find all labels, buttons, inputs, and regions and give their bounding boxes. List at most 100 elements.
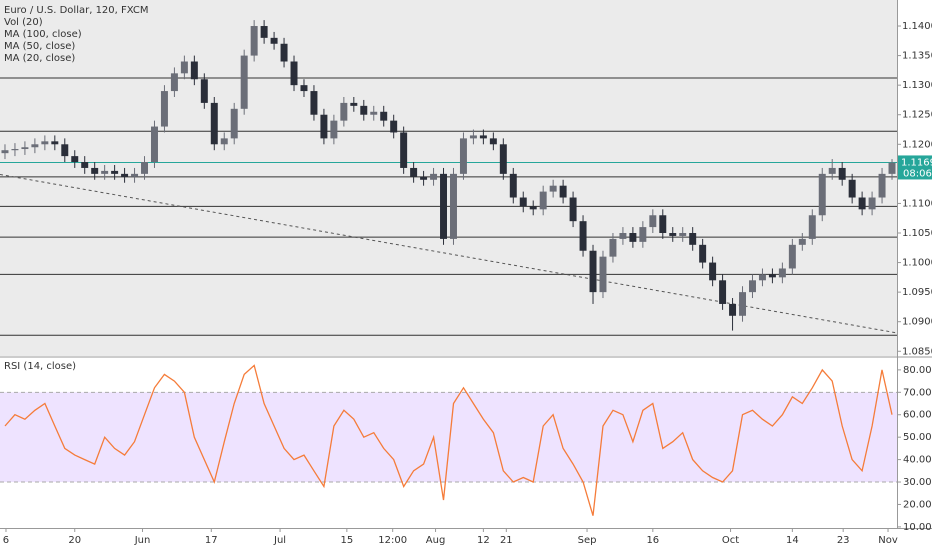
- candle-body: [390, 120, 398, 133]
- candle-body: [868, 197, 876, 210]
- candle-body: [150, 126, 158, 163]
- price-pane: [0, 0, 897, 356]
- candle-body: [748, 280, 756, 293]
- candle-body: [31, 144, 39, 148]
- y-tick-label: 10.00: [903, 522, 932, 533]
- indicator-label: MA (20, close): [4, 53, 75, 64]
- candle-body: [838, 167, 846, 180]
- x-tick-label: Nov: [878, 535, 898, 546]
- candle-body: [380, 111, 388, 121]
- candle-body: [180, 61, 188, 74]
- candle-body: [689, 232, 697, 245]
- candle-body: [11, 149, 19, 151]
- x-tick-label: Aug: [426, 535, 446, 546]
- x-tick-label: 23: [837, 535, 850, 546]
- y-tick-label: 50.00: [903, 432, 932, 443]
- x-tick-label: 12:00: [378, 535, 407, 546]
- candle-body: [659, 215, 667, 233]
- candle-body: [190, 61, 198, 80]
- y-tick-label: 80.00: [903, 365, 932, 376]
- x-tick-label: 15: [340, 535, 353, 546]
- y-tick-label: 40.00: [903, 455, 932, 466]
- candle-body: [370, 111, 378, 115]
- candle-body: [330, 120, 338, 139]
- x-tick-label: Jun: [134, 535, 151, 546]
- candle-body: [529, 206, 537, 210]
- candle-body: [400, 132, 408, 168]
- candle-body: [679, 232, 687, 236]
- y-tick-label: 20.00: [903, 499, 932, 510]
- candle-body: [669, 232, 677, 236]
- candle-body: [599, 256, 607, 293]
- candle-body: [260, 26, 268, 38]
- candle-body: [440, 173, 448, 239]
- candle-body: [170, 73, 178, 92]
- candle-body: [739, 292, 747, 316]
- rsi-line: [4, 364, 893, 516]
- candle-body: [121, 173, 129, 177]
- candle-body: [360, 105, 368, 115]
- candle-body: [250, 26, 258, 56]
- candle-body: [141, 162, 149, 174]
- candle-body: [609, 238, 617, 257]
- candle-body: [469, 135, 477, 139]
- candle-body: [649, 215, 657, 228]
- y-tick-label: 1.13000: [902, 80, 932, 91]
- y-tick-label: 60.00: [903, 410, 932, 421]
- countdown-label: 08:06: [903, 168, 932, 179]
- candle-body: [778, 268, 786, 278]
- y-tick-label: 1.12000: [902, 139, 932, 150]
- y-tick-label: 1.11000: [902, 198, 932, 209]
- x-tick-label: Sep: [578, 535, 597, 546]
- trendline: [0, 173, 898, 334]
- last-price-badge: [898, 155, 932, 180]
- candle-body: [240, 55, 248, 109]
- candle-body: [768, 274, 776, 278]
- candle-body: [729, 303, 737, 316]
- candle-body: [629, 232, 637, 242]
- candle-body: [101, 170, 109, 174]
- candle-body: [300, 85, 308, 92]
- candle-body: [280, 43, 288, 62]
- candle-body: [878, 173, 886, 198]
- indicator-label: Vol (20): [4, 17, 43, 28]
- candle-body: [21, 147, 29, 150]
- y-tick-label: 1.09000: [902, 317, 932, 328]
- y-tick-label: 1.10500: [902, 228, 932, 239]
- candle-body: [449, 173, 457, 239]
- y-tick-label: 1.08500: [902, 346, 932, 357]
- y-tick-label: 70.00: [903, 387, 932, 398]
- candle-body: [310, 91, 318, 115]
- x-tick-label: 16: [646, 535, 659, 546]
- marks: [0, 20, 898, 516]
- candle-body: [828, 167, 836, 174]
- candle-body: [420, 176, 428, 180]
- candle-body: [569, 197, 577, 222]
- candle-body: [230, 108, 238, 139]
- y-tick-label: 1.12500: [902, 110, 932, 121]
- y-tick-label: 1.13500: [902, 51, 932, 62]
- candle-body: [160, 91, 168, 127]
- candle-body: [81, 162, 89, 168]
- candle-body: [619, 232, 627, 239]
- x-tick-label: 21: [500, 535, 513, 546]
- x-tick-label: 12: [477, 535, 490, 546]
- candle-body: [290, 61, 298, 86]
- y-tick-label: 1.10000: [902, 258, 932, 269]
- rsi-title: RSI (14, close): [4, 361, 76, 372]
- candle-body: [71, 156, 79, 163]
- last-price-label: 1.11693: [901, 157, 932, 168]
- candle-body: [1, 150, 9, 154]
- candle-body: [709, 262, 717, 281]
- candle-body: [220, 138, 228, 145]
- candle-body: [61, 144, 69, 157]
- candle-body: [699, 244, 707, 263]
- indicator-label: MA (100, close): [4, 29, 82, 40]
- candle-body: [539, 191, 547, 210]
- candle-body: [210, 102, 218, 145]
- candle-body: [430, 173, 438, 180]
- y-tick-label: 1.09500: [902, 287, 932, 298]
- candle-body: [91, 167, 99, 174]
